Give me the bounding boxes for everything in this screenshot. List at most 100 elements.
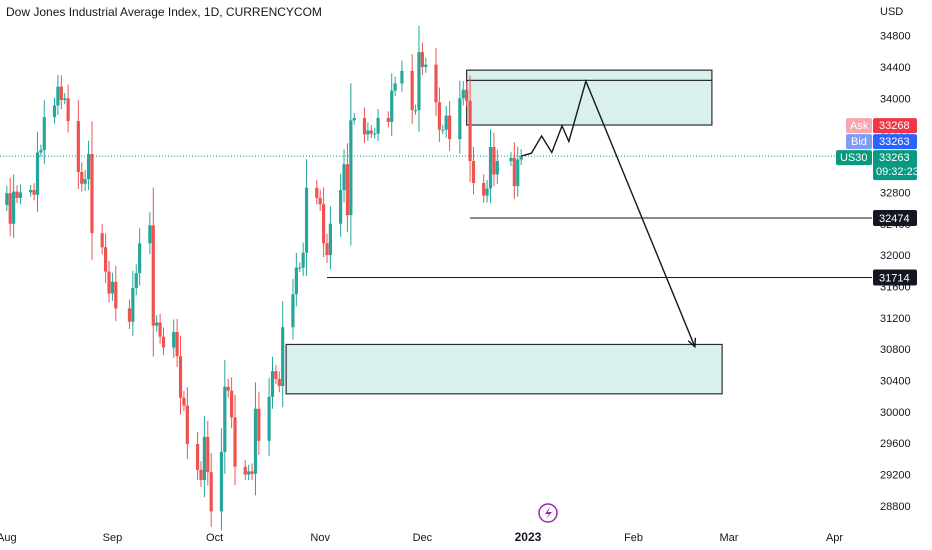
candle-body — [39, 150, 43, 153]
y-tick-label: 34000 — [880, 93, 911, 105]
candle-body — [437, 102, 442, 130]
candle-body — [366, 130, 370, 135]
candle — [233, 394, 237, 486]
candle — [90, 121, 94, 260]
candle — [103, 233, 108, 283]
candle — [342, 149, 346, 203]
x-tick-label: Feb — [624, 532, 643, 544]
candle-body — [495, 161, 499, 175]
candle — [253, 382, 258, 496]
candle-body — [267, 396, 271, 441]
candle — [393, 76, 397, 97]
candle-body — [8, 193, 12, 224]
candle — [339, 174, 343, 237]
candle-body — [18, 192, 23, 198]
levels-layer — [0, 155, 872, 279]
candle — [488, 129, 493, 203]
candle-body — [206, 436, 210, 473]
price-tags-layer: 32474 31714 Ask 33268 Bid 33263 US30 33263 09:32… — [836, 118, 919, 286]
candle-body — [138, 243, 142, 274]
y-tick-label: 28800 — [880, 501, 911, 513]
us30-value: 33263 — [879, 152, 910, 164]
candle-body — [131, 288, 135, 322]
candle — [325, 233, 329, 263]
candle — [76, 100, 80, 190]
candle-body — [63, 98, 67, 100]
candle — [56, 74, 60, 115]
candle — [8, 178, 12, 237]
candle-body — [424, 64, 428, 68]
candle-body — [465, 89, 469, 101]
candle — [66, 84, 70, 133]
candle — [134, 264, 138, 296]
projection-layer — [520, 78, 697, 349]
y-tick-label: 30800 — [880, 344, 911, 356]
candle — [376, 109, 380, 141]
candle — [35, 131, 40, 212]
candle-body — [400, 70, 404, 84]
candle — [444, 105, 448, 138]
candle — [400, 60, 404, 92]
candle-body — [315, 187, 319, 198]
candle-body — [482, 183, 486, 196]
candle-body — [100, 233, 104, 248]
candle-body — [15, 191, 19, 198]
bid-name-tag — [846, 134, 872, 150]
candle-body — [233, 417, 237, 467]
candle-body — [172, 331, 176, 348]
zone-0 — [466, 69, 713, 126]
candle-body — [250, 471, 254, 474]
candle-body — [339, 190, 343, 224]
candle — [519, 149, 523, 166]
candle-body — [230, 390, 234, 418]
us30-name-tag — [836, 150, 872, 166]
candle — [178, 335, 183, 415]
candle-body — [376, 117, 380, 134]
candle — [223, 359, 227, 474]
candle-body — [509, 157, 513, 162]
us30-countdown: 09:32:23 — [876, 166, 919, 178]
replay-logo-icon[interactable] — [538, 503, 558, 523]
ask-value: 33268 — [879, 120, 910, 132]
candle-body — [270, 371, 275, 397]
candle-body — [148, 225, 152, 244]
candle-body — [209, 472, 213, 512]
candle-body — [413, 110, 418, 112]
candle — [39, 144, 43, 157]
candle-body — [80, 172, 84, 184]
candle — [413, 104, 418, 115]
candle — [492, 132, 496, 187]
candle — [257, 391, 261, 455]
candle-body — [362, 117, 367, 135]
candle — [352, 112, 356, 125]
candle — [63, 93, 67, 105]
candle — [148, 212, 152, 254]
candle — [437, 87, 442, 142]
y-tick-label: 29600 — [880, 438, 911, 450]
candle-body — [226, 386, 230, 391]
candle — [151, 187, 155, 357]
candle — [182, 390, 186, 412]
candle — [441, 124, 445, 134]
candle-body — [178, 356, 183, 398]
candle-body — [369, 130, 373, 134]
candle-body — [448, 115, 452, 140]
candle — [107, 260, 111, 303]
x-tick-label: Nov — [310, 532, 330, 544]
candle — [386, 111, 390, 128]
candle — [509, 152, 513, 166]
candle — [226, 378, 230, 398]
candle-body — [410, 70, 414, 111]
candle — [298, 262, 302, 272]
candle — [32, 183, 36, 201]
candle-body — [155, 322, 159, 326]
candle-body — [349, 120, 353, 216]
candle — [100, 224, 104, 255]
candle — [362, 107, 367, 144]
candle-body — [444, 115, 448, 130]
candle — [461, 80, 465, 106]
candle-body — [386, 117, 390, 122]
candle — [243, 460, 247, 480]
chart-title: Dow Jones Industrial Average Index, 1D, … — [6, 5, 322, 19]
